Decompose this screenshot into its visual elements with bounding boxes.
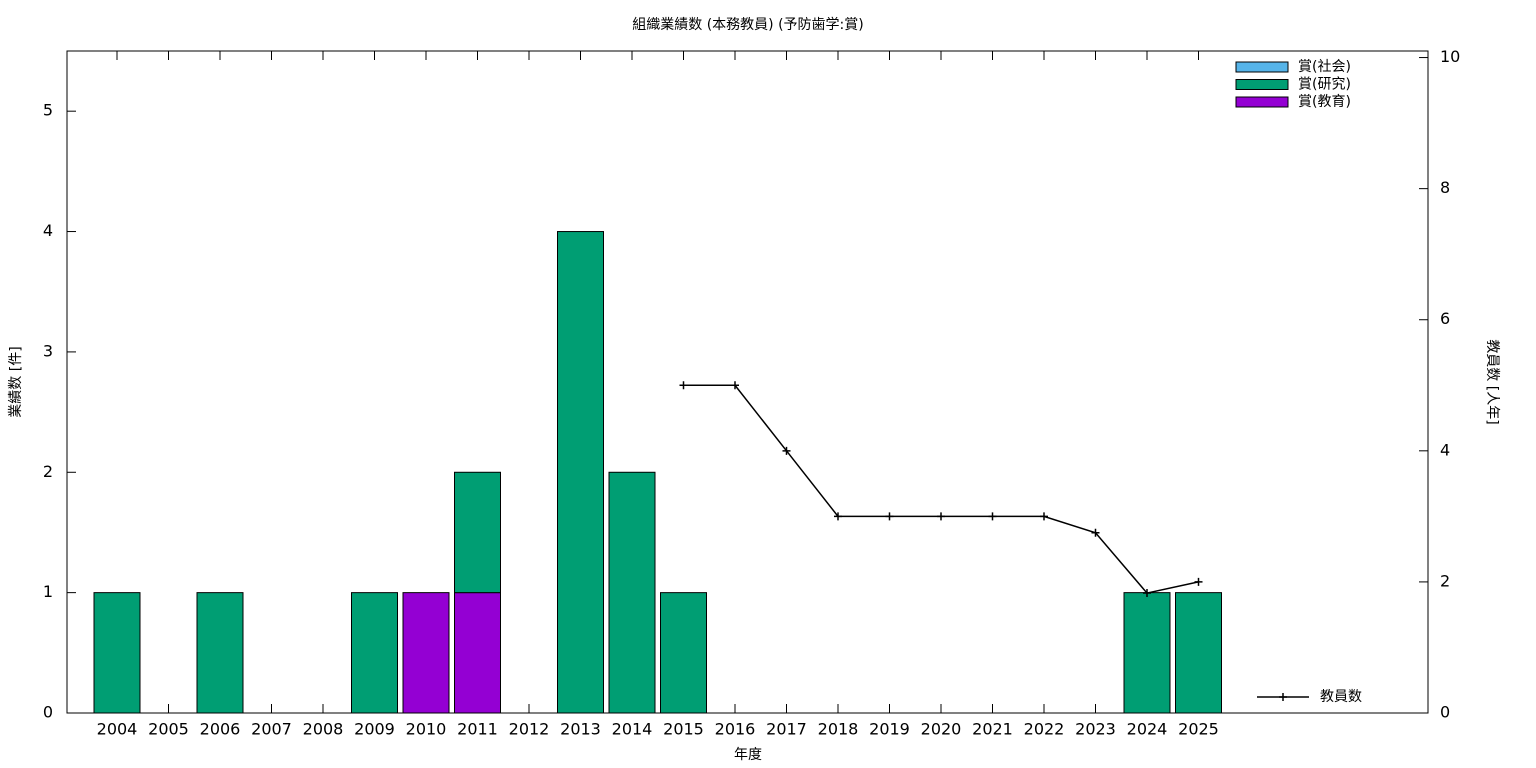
bar (351, 592, 398, 714)
y-tick-label: 3 (43, 341, 53, 360)
legend-label: 賞(研究) (1298, 77, 1351, 93)
x-tick-label: 2017 (766, 720, 807, 739)
y-tick-label: 0 (43, 703, 53, 722)
x-tick-label: 2023 (1075, 720, 1116, 739)
y-tick-label: 5 (43, 101, 53, 120)
legend-marker (1279, 693, 1287, 701)
bar (660, 592, 707, 714)
x-tick-label: 2022 (1024, 720, 1065, 739)
x-tick-label: 2018 (818, 720, 859, 739)
bar (454, 471, 501, 594)
line-point (1194, 577, 1203, 586)
line-point (988, 512, 997, 521)
x-tick-label: 2011 (457, 720, 498, 739)
x-tick-label: 2020 (921, 720, 962, 739)
legend-swatch (1235, 61, 1289, 73)
line-point (834, 512, 842, 521)
x-tick-label: 2021 (972, 720, 1013, 739)
x-tick-label: 2007 (251, 720, 292, 739)
y-tick-label: 4 (43, 221, 53, 240)
x-tick-label: 2024 (1127, 720, 1168, 739)
line-point (679, 381, 688, 390)
legend-swatch (1235, 96, 1289, 108)
x-tick-label: 2006 (200, 720, 241, 739)
line-point (782, 446, 791, 455)
x-tick-label: 2005 (148, 720, 189, 739)
legend-label: 賞(社会) (1298, 59, 1351, 75)
x-tick-label: 2008 (303, 720, 344, 739)
x-axis-label: 年度 (734, 747, 762, 763)
bar (196, 592, 244, 714)
bar (454, 592, 501, 714)
y2-tick-label: 6 (1440, 309, 1450, 328)
line-point (1091, 528, 1100, 537)
line (683, 384, 1199, 594)
legend-swatch (1235, 79, 1289, 90)
x-tick-label: 2009 (354, 720, 395, 739)
x-tick-label: 2004 (97, 720, 138, 739)
y-tick-label: 2 (43, 462, 53, 481)
x-tick-label: 2019 (869, 720, 910, 739)
line-point (937, 512, 945, 521)
bar (557, 231, 604, 714)
line-point (731, 381, 739, 390)
y-tick-label: 1 (43, 582, 53, 601)
x-tick-label: 2015 (663, 720, 704, 739)
legend-label: 教員数 (1320, 689, 1362, 705)
bar (402, 592, 450, 714)
x-tick-label: 2014 (612, 720, 653, 739)
y2-tick-label: 8 (1440, 178, 1450, 197)
chart-title: 組織業績数 (本務教員) (予防歯学:賞) (632, 17, 863, 33)
y2-axis-label: 教員数 [人年] (1484, 339, 1500, 424)
x-tick-label: 2010 (406, 720, 447, 739)
y2-tick-label: 10 (1440, 47, 1460, 66)
y-axis-label: 業績数 [件] (8, 346, 24, 417)
legend-label: 賞(教育) (1298, 94, 1351, 110)
x-tick-label: 2013 (560, 720, 601, 739)
bar (1175, 592, 1222, 714)
y2-tick-label: 0 (1440, 703, 1450, 722)
x-tick-label: 2012 (509, 720, 550, 739)
plot-frame (66, 50, 1429, 714)
bar (93, 592, 141, 714)
y2-tick-label: 4 (1440, 440, 1450, 459)
line-point (1040, 512, 1048, 521)
x-tick-label: 2016 (715, 720, 756, 739)
x-tick-label: 2025 (1178, 720, 1219, 739)
line-point (1143, 589, 1151, 598)
bar (1123, 592, 1171, 714)
bar (608, 471, 656, 714)
line-point (885, 512, 894, 521)
y2-tick-label: 2 (1440, 571, 1450, 590)
